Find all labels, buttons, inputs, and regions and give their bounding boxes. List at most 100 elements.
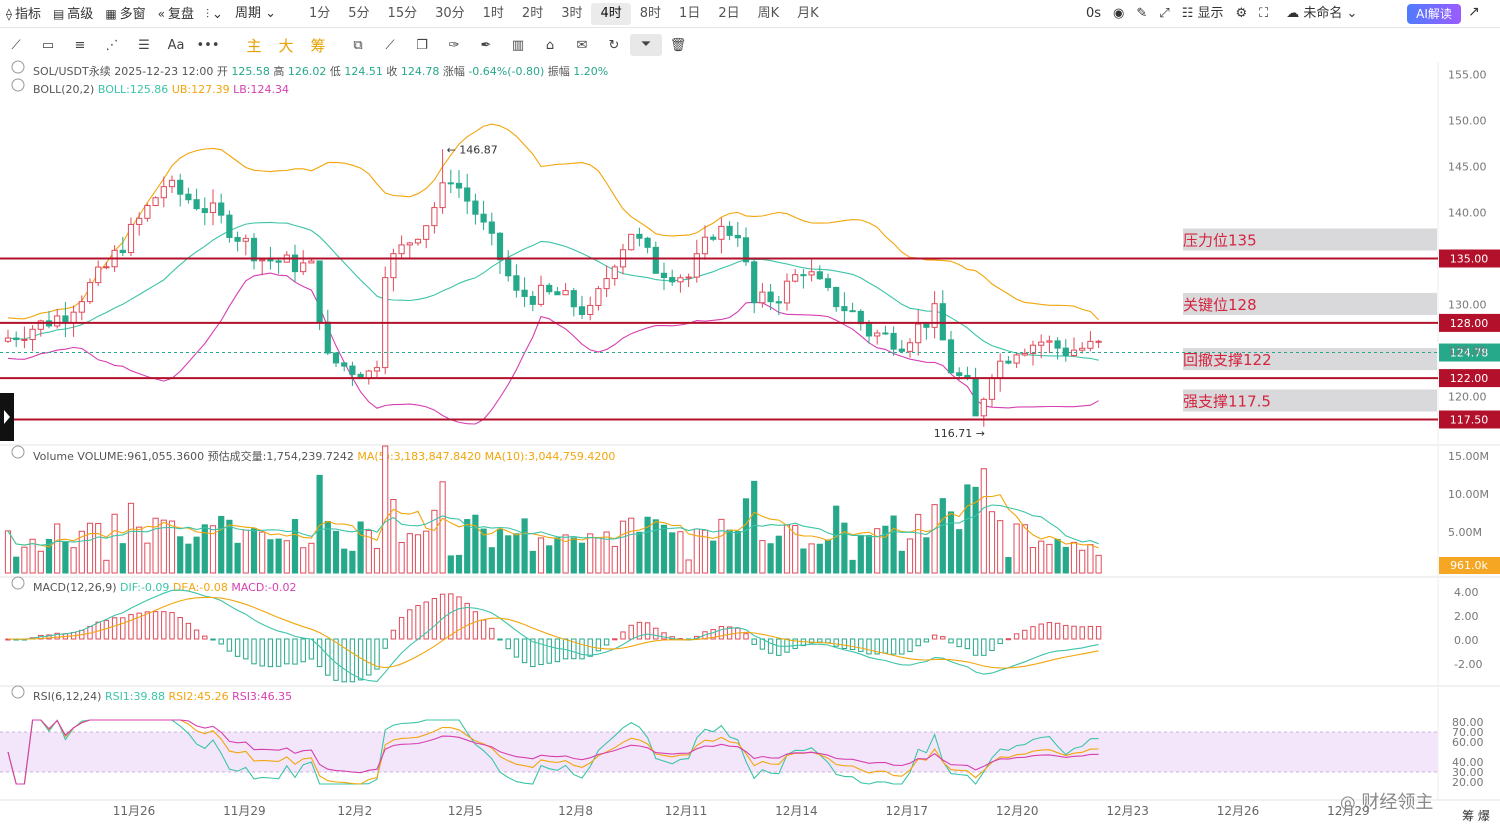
macd-bar bbox=[505, 638, 511, 650]
candle-body bbox=[455, 182, 463, 189]
timeframe-tab[interactable]: 月K bbox=[797, 5, 819, 21]
note-icon[interactable]: ✉ bbox=[576, 37, 588, 53]
timeframe-tab[interactable]: 1时 bbox=[482, 5, 504, 21]
main-chart-toggle-button[interactable]: 筹 bbox=[310, 36, 326, 55]
volume-bar bbox=[849, 559, 856, 574]
volume-bar bbox=[406, 533, 413, 574]
display-button[interactable]: ☷ 显示 bbox=[1181, 6, 1224, 21]
edit-icon[interactable]: ✎ bbox=[1136, 6, 1148, 21]
copy-icon[interactable]: ❐ bbox=[416, 37, 428, 53]
timeframe-tab[interactable]: 15分 bbox=[387, 5, 418, 21]
macd-bar bbox=[407, 609, 413, 640]
macd-bar bbox=[243, 638, 249, 660]
eye-icon[interactable] bbox=[11, 78, 25, 92]
candle-body bbox=[726, 225, 733, 236]
rsi2-line bbox=[7, 719, 1099, 785]
rsi-legend: RSI(6,12,24) RSI1:39.88 RSI2:45.26 RSI3:… bbox=[33, 690, 292, 703]
candle-body bbox=[160, 186, 167, 199]
timeframe-tab[interactable]: 30分 bbox=[435, 5, 465, 21]
collapse-icon[interactable] bbox=[11, 685, 25, 699]
volume-bar bbox=[578, 542, 586, 574]
brush-icon[interactable]: ✑ bbox=[448, 37, 460, 53]
timeframe-tab[interactable]: 1分 bbox=[308, 5, 331, 21]
rsi-tick-label: 70.00 bbox=[1452, 726, 1484, 739]
candle-body bbox=[119, 249, 126, 254]
chart-type-button[interactable]: ⫶ ⌄ bbox=[200, 3, 229, 25]
candle-body bbox=[906, 342, 914, 352]
ohlc-legend: SOL/USDT永续 2025-12-23 12:00 开 125.58 高 1… bbox=[33, 64, 608, 78]
candle-body bbox=[824, 278, 832, 288]
candle-body bbox=[816, 271, 823, 280]
timeframe-tab[interactable]: 3时 bbox=[561, 5, 583, 21]
candle-body bbox=[4, 337, 12, 342]
rotate-icon[interactable]: ↻ bbox=[608, 37, 620, 53]
volume-bar bbox=[45, 538, 53, 574]
timeframe-tab[interactable]: 2日 bbox=[718, 5, 740, 21]
date-tick-label: 11月26 bbox=[113, 804, 156, 818]
candle-body bbox=[701, 236, 709, 255]
layout-selector[interactable]: ☁ 未命名 ⌄ bbox=[1286, 6, 1358, 21]
more-tool-icon[interactable]: ••• bbox=[196, 37, 220, 53]
main-chart-toggle-button[interactable]: 大 bbox=[278, 36, 294, 55]
fullscreen-exit-icon[interactable]: ⤢ bbox=[1159, 6, 1170, 21]
rect-tool-icon[interactable]: ▭ bbox=[41, 37, 55, 53]
fib-tool-icon[interactable]: ⋰ bbox=[105, 37, 119, 53]
share-icon[interactable]: ↗ bbox=[1468, 4, 1480, 20]
volume-bar bbox=[742, 498, 750, 574]
volume-bar bbox=[119, 543, 126, 574]
candle-body bbox=[29, 328, 36, 340]
ruler-icon[interactable]: ▥ bbox=[511, 37, 525, 53]
volume-tick-label: 15.00M bbox=[1448, 450, 1489, 463]
macd-bar bbox=[275, 638, 282, 667]
expand-icon[interactable]: ⛶ bbox=[1259, 6, 1269, 21]
volume-bar bbox=[669, 532, 676, 574]
indicator-button[interactable]: ⟠ 指标 bbox=[0, 3, 47, 25]
camera-icon[interactable]: ◉ bbox=[1113, 6, 1125, 21]
replay-button[interactable]: «复盘 bbox=[152, 3, 200, 25]
timeframe-tab[interactable]: 8时 bbox=[639, 5, 662, 21]
timeframe-tab[interactable]: 周K bbox=[757, 5, 780, 21]
volume-bar bbox=[775, 535, 782, 574]
parallel-tool-icon[interactable]: ≡ bbox=[74, 37, 86, 53]
ai-analysis-button[interactable]: AI解读 bbox=[1407, 4, 1461, 24]
line-tool-icon[interactable]: ⟋ bbox=[11, 37, 21, 53]
macd-bar bbox=[1038, 623, 1044, 640]
trash-icon[interactable]: 🗑 bbox=[669, 37, 687, 53]
timeframe-tab[interactable]: 2时 bbox=[521, 5, 544, 21]
settings-icon[interactable]: ⚙ bbox=[1235, 6, 1248, 21]
hlines-tool-icon[interactable]: ☰ bbox=[138, 37, 150, 53]
volume-bar bbox=[357, 521, 364, 574]
volume-bar bbox=[464, 519, 471, 574]
volume-bar bbox=[898, 550, 905, 574]
macd-bar bbox=[940, 636, 946, 640]
main-chart-toggle-button[interactable]: 主 bbox=[246, 36, 262, 55]
timeframe-tab[interactable]: 1日 bbox=[679, 5, 701, 21]
candle-body bbox=[800, 274, 807, 277]
multi-window-button[interactable]: ▦ 多窗 bbox=[99, 3, 151, 25]
magnet-icon[interactable]: ⧉ bbox=[353, 37, 363, 53]
chart-type-icon: ⫶ bbox=[206, 6, 210, 21]
macd-bar bbox=[1054, 622, 1061, 640]
candle-body bbox=[546, 284, 553, 293]
text-tool-icon[interactable]: Aa bbox=[167, 37, 185, 53]
volume-current-tag bbox=[1439, 557, 1500, 574]
macd-bar bbox=[603, 638, 610, 646]
collapse-icon[interactable] bbox=[11, 445, 25, 459]
advanced-button[interactable]: ▤ 高级 bbox=[47, 3, 99, 25]
collapse-icon[interactable] bbox=[11, 576, 25, 590]
lock-icon[interactable]: ⌂ bbox=[545, 37, 555, 53]
volume-bar bbox=[726, 529, 733, 574]
collapse-icon[interactable] bbox=[11, 60, 25, 74]
timeframe-tab[interactable]: 4时 bbox=[591, 2, 631, 25]
pen-icon[interactable]: ✒ bbox=[480, 37, 492, 53]
period-button[interactable]: 周期 ⌄ bbox=[229, 3, 282, 25]
measure-icon[interactable]: ⟋ bbox=[385, 37, 395, 53]
candle-body bbox=[152, 197, 159, 206]
volume-bar bbox=[988, 511, 996, 574]
date-tick-label: 12月29 bbox=[1327, 804, 1370, 818]
timeframe-tab[interactable]: 5分 bbox=[348, 5, 370, 21]
filter-icon[interactable]: ⏷ bbox=[630, 34, 662, 56]
toolbar-label: 高级 bbox=[67, 6, 94, 22]
candle-body bbox=[644, 237, 651, 248]
